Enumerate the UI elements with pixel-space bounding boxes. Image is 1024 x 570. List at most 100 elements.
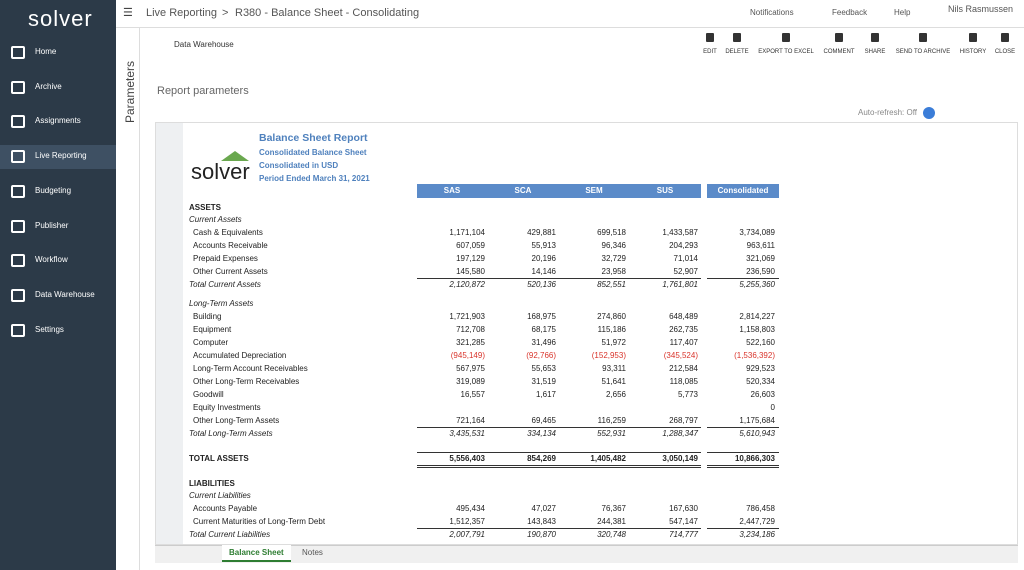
- row-value: (1,536,392): [734, 351, 775, 360]
- help[interactable]: Help: [894, 8, 911, 17]
- row-value: 93,311: [602, 364, 626, 373]
- nav-item[interactable]: Publisher: [35, 220, 69, 230]
- row-label: Accounts Payable: [193, 504, 258, 513]
- total-value: 3,234,186: [739, 530, 775, 539]
- action[interactable]: DELETE: [725, 49, 749, 55]
- row-value: 1,617: [535, 390, 556, 399]
- col-header-bg: [707, 184, 779, 198]
- action[interactable]: EXPORT TO EXCEL: [758, 49, 814, 55]
- feedback[interactable]: Feedback: [832, 8, 868, 17]
- row-value: 96,346: [601, 241, 626, 250]
- tab[interactable]: Notes: [302, 548, 323, 557]
- row-value: 1,433,587: [662, 228, 698, 237]
- row-value: 547,147: [669, 517, 698, 526]
- action-icon[interactable]: [919, 33, 927, 42]
- report-parameters[interactable]: Report parameters: [157, 85, 249, 97]
- row-value: (152,953): [591, 351, 626, 360]
- params-label[interactable]: Parameters: [123, 60, 137, 124]
- action[interactable]: COMMENT: [823, 49, 855, 55]
- rule: [707, 528, 779, 529]
- row-value: 52,907: [673, 267, 698, 276]
- action-icon[interactable]: [969, 33, 977, 42]
- user-name[interactable]: Nils Rasmussen: [948, 4, 1014, 14]
- action-icon[interactable]: [782, 33, 790, 42]
- nav-item[interactable]: Live Reporting: [35, 151, 87, 161]
- row-value: 567,975: [456, 364, 485, 373]
- row-label: Prepaid Expenses: [193, 254, 258, 263]
- row-value: 1,175,684: [739, 416, 775, 425]
- notifications[interactable]: Notifications: [750, 8, 794, 17]
- col-header: SEM: [585, 186, 603, 195]
- row-label: Long-Term Account Receivables: [193, 364, 308, 373]
- nav-icon: [11, 323, 25, 337]
- row-value: 20,196: [531, 254, 556, 263]
- row-value: 522,160: [746, 338, 775, 347]
- rule: [417, 528, 701, 529]
- rule: [417, 465, 701, 468]
- row-value: 32,729: [601, 254, 626, 263]
- row-label: Other Long-Term Assets: [193, 416, 280, 425]
- tab-bar: [155, 545, 1018, 563]
- action[interactable]: EDIT: [703, 49, 717, 55]
- action-icon[interactable]: [871, 33, 879, 42]
- source-dropdown[interactable]: Data Warehouse: [174, 40, 234, 49]
- col-header: SUS: [656, 186, 674, 195]
- row-value: 118,085: [669, 377, 698, 386]
- report-title: Balance Sheet Report: [259, 132, 368, 144]
- rule: [417, 427, 701, 428]
- grand-total-label: TOTAL ASSETS: [189, 454, 249, 463]
- nav-item[interactable]: Data Warehouse: [35, 289, 95, 299]
- logo-mark: [221, 151, 249, 161]
- row-value: 5,773: [677, 390, 698, 399]
- nav-item[interactable]: Assignments: [35, 116, 81, 126]
- breadcrumb-sep: >: [222, 7, 229, 19]
- row-value: 429,881: [527, 228, 556, 237]
- section-heading: LIABILITIES: [189, 479, 235, 488]
- nav-icon: [11, 184, 25, 198]
- rule: [707, 427, 779, 428]
- row-value: 47,027: [531, 504, 556, 513]
- nav-item[interactable]: Archive: [35, 81, 62, 91]
- row-label: Computer: [193, 338, 229, 347]
- toggle[interactable]: [923, 107, 935, 119]
- action-icon[interactable]: [706, 33, 714, 42]
- tab[interactable]: Balance Sheet: [222, 545, 291, 562]
- grand-total-value: 3,050,149: [662, 454, 698, 463]
- total-value: 190,870: [527, 530, 556, 539]
- action-icon[interactable]: [733, 33, 741, 42]
- auto-refresh[interactable]: Auto-refresh: Off: [858, 108, 917, 117]
- nav-item[interactable]: Settings: [35, 324, 64, 334]
- row-value: (945,149): [450, 351, 485, 360]
- row-value: 721,164: [456, 416, 485, 425]
- total-value: 2,120,872: [449, 280, 485, 289]
- row-value: 23,958: [601, 267, 626, 276]
- row-label: Accumulated Depreciation: [193, 351, 287, 360]
- row-value: 1,721,903: [449, 312, 485, 321]
- nav-item[interactable]: Budgeting: [35, 185, 72, 195]
- nav-item[interactable]: Home: [35, 47, 57, 56]
- report-subtitle: Consolidated Balance Sheet: [259, 148, 367, 157]
- group-title: Current Assets: [189, 215, 242, 224]
- row-value: 0: [770, 403, 775, 412]
- row-value: 244,381: [597, 517, 626, 526]
- action[interactable]: SEND TO ARCHIVE: [895, 49, 951, 55]
- row-value: 26,603: [750, 390, 775, 399]
- row-value: 3,734,089: [739, 228, 775, 237]
- action-icon[interactable]: [835, 33, 843, 42]
- rule: [417, 278, 701, 279]
- action[interactable]: CLOSE: [994, 49, 1016, 55]
- grand-total-value: 5,556,403: [449, 454, 485, 463]
- breadcrumb-1[interactable]: Live Reporting: [146, 7, 217, 19]
- total-value: 3,435,531: [449, 429, 485, 438]
- grand-total-value: 1,405,482: [590, 454, 626, 463]
- nav-item[interactable]: Workflow: [35, 255, 68, 265]
- row-label: Other Long-Term Receivables: [193, 377, 300, 386]
- action-icon[interactable]: [1001, 33, 1009, 42]
- row-label: Goodwill: [193, 390, 224, 399]
- nav-icon: [11, 288, 25, 302]
- action[interactable]: HISTORY: [959, 49, 987, 55]
- menu-icon[interactable]: ☰: [123, 7, 133, 19]
- action[interactable]: SHARE: [864, 49, 886, 55]
- total-value: 5,255,360: [739, 280, 775, 289]
